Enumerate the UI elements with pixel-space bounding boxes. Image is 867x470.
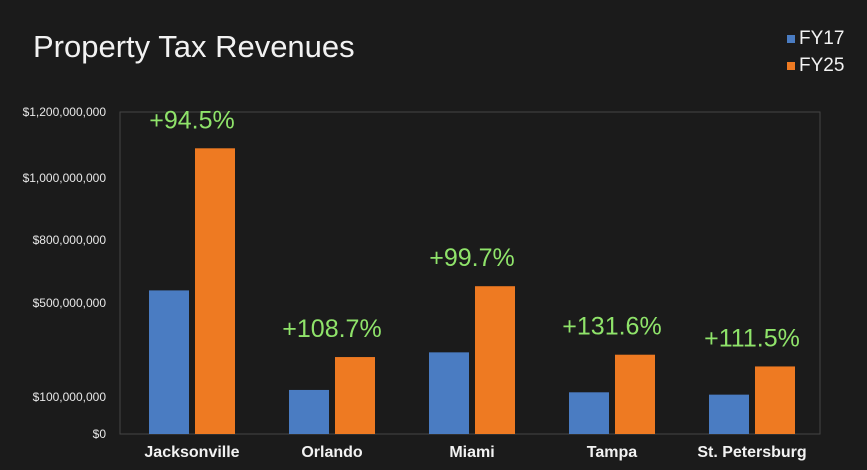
growth-annotation: +131.6% (562, 313, 661, 341)
growth-annotation: +111.5% (704, 324, 800, 352)
bar-fy17-st-petersburg (709, 394, 749, 434)
bar-fy17-jacksonville (149, 290, 189, 434)
y-tick-label: $800,000,000 (33, 233, 107, 247)
y-tick-label: $0 (93, 427, 107, 441)
x-tick-label: Miami (449, 444, 494, 461)
bar-fy17-miami (429, 352, 469, 434)
growth-annotation: +108.7% (282, 315, 381, 343)
bar-fy17-orlando (289, 389, 329, 434)
bar-fy25-st-petersburg (755, 366, 795, 434)
growth-annotations: +94.5% +108.7% +99.7% +131.6% +111.5% (149, 106, 800, 352)
legend: FY17 FY25 (787, 28, 844, 76)
growth-annotation: +99.7% (429, 244, 515, 272)
bar-fy25-miami (475, 286, 515, 434)
legend-swatch-fy25 (787, 62, 795, 70)
y-tick-label: $1,000,000,000 (23, 171, 107, 185)
y-tick-label: $500,000,000 (33, 296, 107, 310)
legend-label-fy17: FY17 (799, 28, 844, 49)
x-tick-label: Orlando (301, 444, 363, 461)
legend-label-fy25: FY25 (799, 55, 844, 76)
growth-annotation: +94.5% (149, 106, 235, 134)
legend-swatch-fy17 (787, 35, 795, 43)
x-axis: Jacksonville Orlando Miami Tampa St. Petersb… (144, 444, 806, 461)
y-axis: $0 $100,000,000 $500,000,000 $800,000,000 $1… (23, 105, 107, 441)
y-tick-label: $1,200,000,000 (23, 105, 107, 119)
chart-title: Property Tax Revenues (33, 29, 355, 64)
y-tick-label: $100,000,000 (33, 390, 107, 404)
bar-fy25-jacksonville (195, 148, 235, 435)
bar-fy25-tampa (615, 354, 655, 434)
bar-fy25-orlando (335, 357, 375, 434)
bar-fy17-tampa (569, 392, 609, 434)
plot-frame (119, 111, 821, 435)
x-tick-label: Tampa (587, 444, 637, 461)
x-tick-label: St. Petersburg (697, 444, 806, 461)
bars (149, 148, 795, 435)
x-tick-label: Jacksonville (144, 444, 239, 461)
